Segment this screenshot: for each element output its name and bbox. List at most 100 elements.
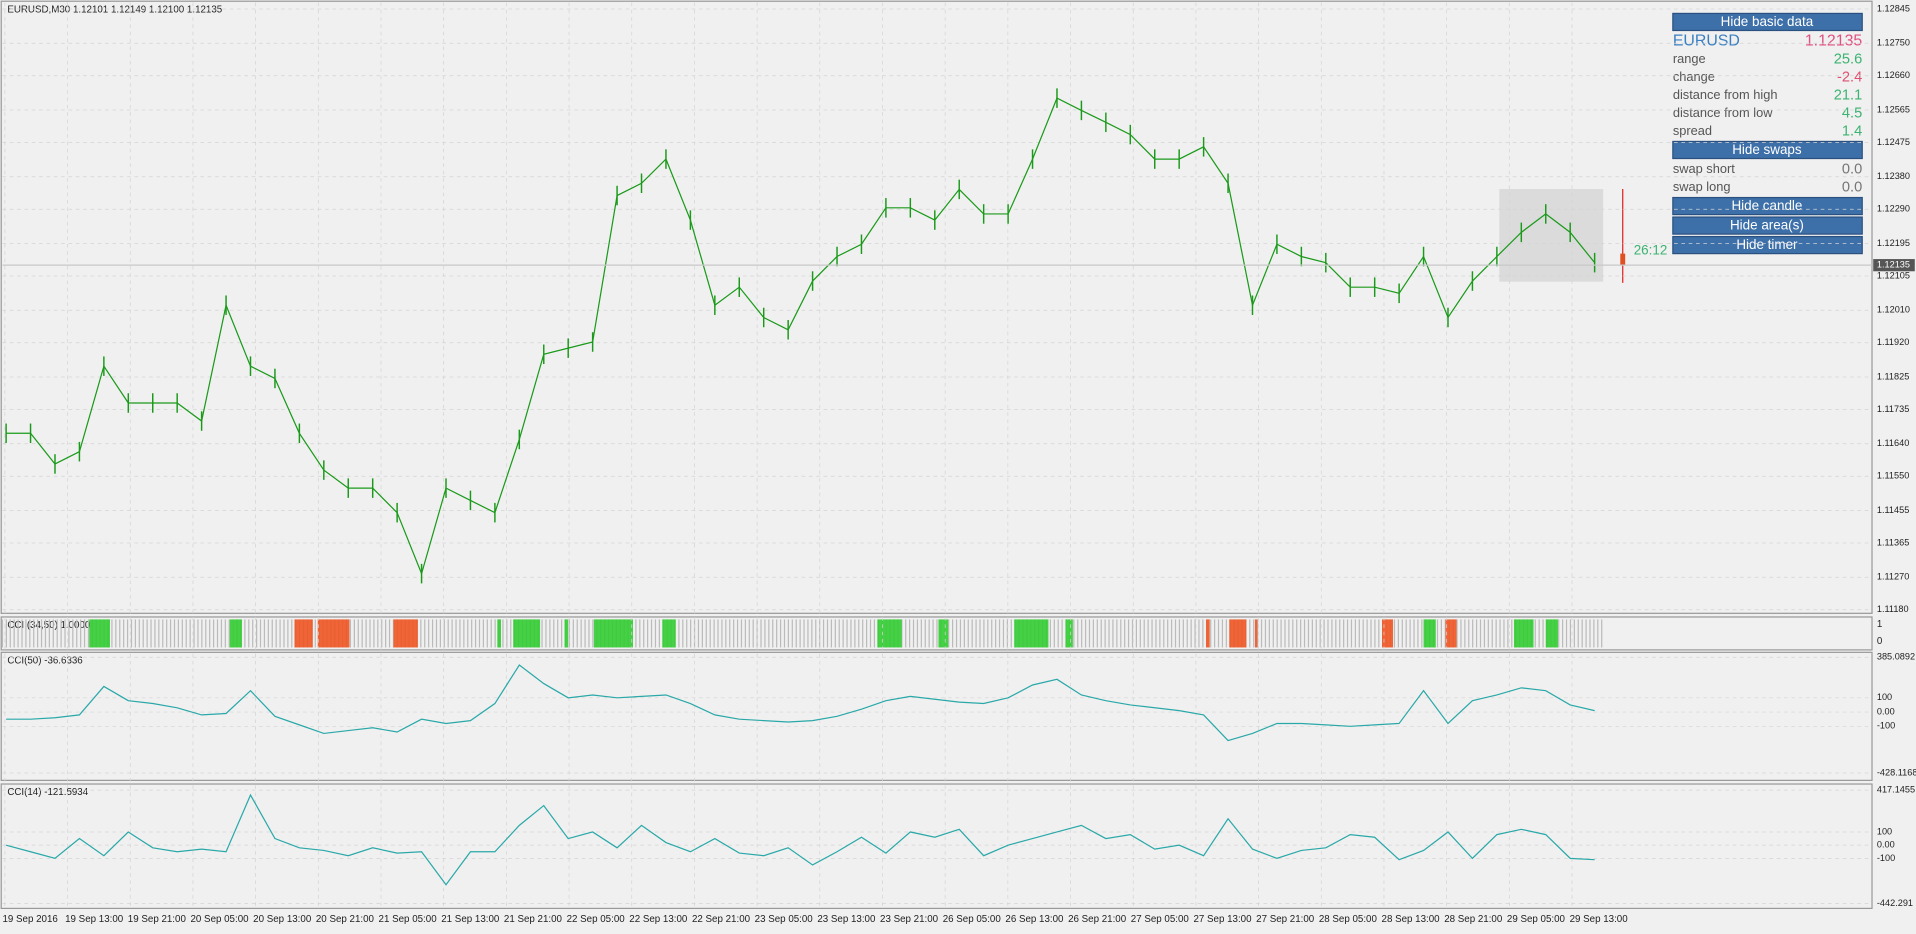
- price: 1.12135: [1805, 33, 1863, 50]
- row-value: 25.6: [1834, 52, 1862, 68]
- x-tick-label: 19 Sep 2016: [2, 914, 57, 925]
- x-tick-label: 20 Sep 13:00: [253, 914, 312, 925]
- x-tick-label: 19 Sep 21:00: [128, 914, 187, 925]
- y-tick-label: 1.11180: [1877, 604, 1909, 614]
- strip-block: [393, 619, 418, 648]
- button-label[interactable]: Hide area(s): [1730, 218, 1804, 233]
- button-bg[interactable]: [1672, 140, 1863, 160]
- button-label[interactable]: Hide basic data: [1721, 14, 1814, 29]
- strip-block: [1545, 619, 1558, 648]
- x-tick-label: 27 Sep 05:00: [1131, 914, 1190, 925]
- y-tick-label: 1.11920: [1877, 337, 1909, 347]
- y-tick-label: 100: [1877, 826, 1892, 836]
- strip-block: [513, 619, 541, 648]
- strip-block: [1445, 619, 1457, 648]
- y-tick-label: -100: [1877, 721, 1895, 731]
- signal-strip: [1, 619, 1603, 648]
- x-tick-label: 22 Sep 05:00: [567, 914, 626, 925]
- strip-block: [294, 619, 313, 648]
- info-panel: Hide basic data EURUSD 1.12135 range 25.6 cha…: [1672, 12, 1863, 255]
- row-label: swap short: [1673, 161, 1735, 176]
- button-bg[interactable]: [1672, 12, 1863, 32]
- price-tag-text: 1.12135: [1877, 260, 1910, 270]
- strip-block: [497, 619, 501, 648]
- row-label: change: [1673, 69, 1715, 84]
- strip-block: [1423, 619, 1436, 648]
- strip-block: [89, 619, 110, 648]
- button[interactable]: Hide candle: [1672, 196, 1863, 216]
- button[interactable]: Hide basic data: [1672, 12, 1863, 32]
- row-value: 1.4: [1842, 123, 1862, 139]
- strip-block: [877, 619, 902, 648]
- strip-block: [317, 619, 350, 648]
- x-tick-label: 29 Sep 13:00: [1570, 914, 1629, 925]
- button-bg[interactable]: [1672, 235, 1863, 255]
- symbol: EURUSD: [1673, 33, 1740, 50]
- x-tick-label: 26 Sep 13:00: [1005, 914, 1064, 925]
- y-tick-label: 417.1455: [1877, 785, 1915, 795]
- row-value: -2.4: [1837, 70, 1862, 86]
- timer: 26:12: [1634, 243, 1668, 258]
- strip-block: [564, 619, 569, 648]
- y-tick-label: 100: [1877, 692, 1892, 702]
- y-tick-label: 1.12845: [1877, 3, 1910, 13]
- strip-block: [1382, 619, 1394, 648]
- row-value: 21.1: [1834, 87, 1862, 103]
- y-tick-label: 1: [1877, 619, 1882, 630]
- x-tick-label: 26 Sep 05:00: [943, 914, 1002, 925]
- x-tick-label: 22 Sep 21:00: [692, 914, 751, 925]
- row-label: swap long: [1673, 179, 1731, 194]
- y-tick-label: 0.00: [1877, 706, 1895, 716]
- y-tick-label: 1.11640: [1877, 438, 1909, 448]
- candle-area: [1499, 188, 1604, 282]
- x-tick-label: 23 Sep 13:00: [817, 914, 876, 925]
- button-bg[interactable]: [1672, 196, 1863, 216]
- strip-block: [1513, 619, 1534, 648]
- x-tick-label: 28 Sep 13:00: [1382, 914, 1441, 925]
- button-bg[interactable]: [1672, 216, 1863, 235]
- price-frame: [0, 0, 1873, 614]
- y-tick-label: 1.12195: [1877, 238, 1910, 248]
- y-tick-label: 1.11365: [1877, 537, 1909, 547]
- cci50-label: CCI(50) -36.6336: [7, 655, 82, 666]
- button[interactable]: Hide swaps: [1672, 140, 1863, 160]
- y-tick-label: -428.1168: [1877, 767, 1916, 777]
- button[interactable]: Hide timer: [1672, 235, 1863, 255]
- y-tick-label: 1.12660: [1877, 70, 1910, 80]
- series-line: [5, 793, 1595, 886]
- button-label[interactable]: Hide candle: [1731, 198, 1802, 213]
- strip-block: [1254, 619, 1258, 648]
- y-tick-label: 1.12010: [1877, 305, 1910, 315]
- row-value: 0.0: [1842, 161, 1862, 177]
- x-tick-label: 20 Sep 21:00: [316, 914, 375, 925]
- current-candle: [1620, 253, 1626, 265]
- strip-block: [229, 619, 242, 648]
- y-tick-label: -442.291: [1877, 898, 1913, 908]
- strip-block: [1014, 619, 1049, 648]
- price-tag: [1873, 259, 1915, 272]
- y-tick-label: 1.12105: [1877, 270, 1910, 280]
- x-tick-label: 27 Sep 21:00: [1256, 914, 1315, 925]
- x-tick-label: 29 Sep 05:00: [1507, 914, 1566, 925]
- y-tick-label: 1.12750: [1877, 38, 1910, 48]
- row-value: 0.0: [1842, 180, 1862, 196]
- button-label[interactable]: Hide swaps: [1732, 142, 1802, 157]
- y-tick-label: 385.0892: [1877, 652, 1915, 662]
- y-tick-label: 1.12565: [1877, 104, 1910, 114]
- row-label: distance from low: [1673, 105, 1773, 120]
- strip-block: [1065, 619, 1073, 648]
- x-tick-label: 21 Sep 05:00: [379, 914, 438, 925]
- cci14-label: CCI(14) -121.5934: [7, 787, 88, 798]
- strip-block: [662, 619, 676, 648]
- x-tick-label: 20 Sep 05:00: [191, 914, 250, 925]
- y-tick-label: 1.12475: [1877, 137, 1910, 147]
- y-tick-label: 1.11550: [1877, 471, 1909, 481]
- y-tick-label: 1.11735: [1877, 404, 1909, 414]
- button[interactable]: Hide area(s): [1672, 216, 1863, 235]
- button-label[interactable]: Hide timer: [1736, 237, 1798, 252]
- series-line: [6, 97, 1596, 576]
- y-tick-label: 1.11270: [1877, 572, 1909, 582]
